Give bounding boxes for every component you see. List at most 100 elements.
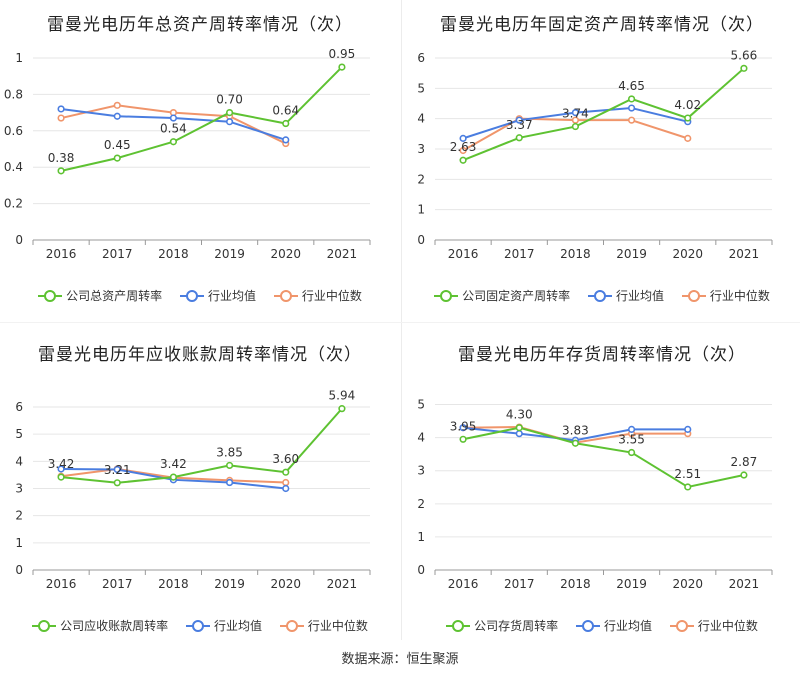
receivables-turnover-chart: 雷曼光电历年应收账款周转率情况（次） 0 1 2 3 4 5 6 2016 2017 2018 20… (0, 330, 400, 660)
x-tick-label: 2020 (270, 247, 301, 261)
median-point (282, 478, 290, 487)
avg-point (515, 116, 523, 124)
y-tick-label: 6 (15, 400, 23, 414)
data-label: 3.95 (450, 419, 477, 433)
total-asset-turnover-chart: 雷曼光电历年总资产周转率情况（次） 0 0.2 0.4 0.6 0.8 1 2016 2017… (0, 0, 400, 330)
avg-point (459, 424, 467, 432)
chart-legend: 公司存货周转率 行业均值 行业中位数 (402, 617, 800, 635)
x-tick-label: 2017 (102, 247, 133, 261)
avg-point (627, 425, 636, 433)
chart-plot: 0 0.2 0.4 0.6 0.8 1 2016 2017 2018 2019 2020 2021 0.… (4, 47, 371, 261)
company-series-line (60, 66, 343, 172)
x-tick-label: 2016 (448, 577, 479, 591)
y-tick-label: 0 (417, 233, 425, 247)
x-tick-label: 2018 (158, 247, 189, 261)
median-point (684, 134, 692, 142)
legend-median[interactable]: 行业中位数 (669, 617, 758, 634)
company-point (740, 471, 748, 479)
data-label: 0.70 (216, 93, 243, 107)
legend-company[interactable]: 公司存货周转率 (446, 617, 558, 634)
x-tick-label: 2017 (504, 577, 535, 591)
avg-point (225, 118, 234, 126)
legend-median[interactable]: 行业中位数 (279, 617, 368, 634)
inventory-turnover-chart: 雷曼光电历年存货周转率情况（次） 0 1 2 3 4 5 2016 2017 2018 2019 2… (402, 330, 800, 660)
data-label: 3.55 (618, 433, 645, 447)
legend-avg[interactable]: 行业均值 (575, 617, 652, 634)
legend-company-label: 公司固定资产周转率 (462, 289, 571, 303)
y-tick-label: 0.4 (4, 160, 23, 174)
data-label: 3.37 (506, 118, 533, 132)
legend-company[interactable]: 公司应收账款周转率 (32, 617, 168, 634)
legend-median[interactable]: 行业中位数 (273, 287, 362, 304)
legend-avg-label: 行业均值 (603, 619, 652, 633)
company-series-line (462, 67, 745, 162)
x-tick-label: 2016 (46, 577, 77, 591)
chart-title: 雷曼光电历年存货周转率情况（次） (458, 345, 746, 365)
legend-company[interactable]: 公司总资产周转率 (38, 287, 162, 304)
x-tick-label: 2016 (46, 247, 77, 261)
x-tick-label: 2020 (270, 577, 301, 591)
data-label: 5.66 (731, 48, 758, 62)
data-label: 3.83 (562, 423, 589, 437)
y-tick-label: 4 (417, 431, 425, 445)
avg-point (169, 114, 178, 122)
company-point (225, 461, 234, 470)
avg-point (113, 465, 121, 474)
data-label: 4.30 (506, 408, 533, 422)
data-label: 0.64 (272, 104, 299, 118)
y-tick-label: 5 (15, 427, 23, 441)
company-point (57, 167, 65, 175)
avg-point (627, 104, 636, 112)
x-tick-label: 2016 (448, 247, 479, 261)
company-point (169, 138, 178, 146)
company-point (169, 473, 178, 481)
legend-avg[interactable]: 行业均值 (179, 287, 256, 304)
x-tick-label: 2019 (616, 577, 647, 591)
company-point (225, 108, 234, 117)
x-tick-label: 2019 (616, 247, 647, 261)
company-point (571, 122, 580, 131)
company-point (282, 119, 290, 128)
data-label: 0.95 (329, 47, 356, 61)
avg-point (225, 478, 234, 487)
x-tick-label: 2021 (729, 247, 760, 261)
chart-plot: 0 1 2 3 4 5 6 2016 2017 2018 2019 2020 2021 2.63 3.37 3… (417, 48, 773, 261)
legend-median[interactable]: 行业中位数 (681, 287, 770, 304)
chart-title: 雷曼光电历年应收账款周转率情况（次） (38, 345, 362, 365)
legend-company-label: 公司存货周转率 (474, 619, 559, 633)
legend-avg[interactable]: 行业均值 (185, 617, 262, 634)
avg-point (684, 425, 692, 433)
legend-median-label: 行业中位数 (697, 619, 758, 633)
x-tick-label: 2018 (158, 577, 189, 591)
company-series-line (462, 426, 745, 489)
y-tick-label: 3 (15, 482, 23, 496)
avg-point (459, 134, 467, 142)
company-point (515, 424, 523, 432)
legend-avg[interactable]: 行业均值 (587, 287, 664, 304)
company-series-line (60, 407, 343, 484)
x-tick-label: 2021 (327, 577, 358, 591)
median-point (459, 146, 467, 155)
y-tick-label: 5 (417, 398, 425, 412)
chart-plot: 0 1 2 3 4 5 6 2016 2017 2018 2019 2020 2021 3.42 3.21 3… (15, 389, 371, 591)
legend-median-label: 行业中位数 (301, 289, 362, 303)
data-label: 3.85 (216, 445, 243, 459)
data-label: 2.51 (674, 467, 701, 481)
legend-company[interactable]: 公司固定资产周转率 (434, 287, 570, 304)
x-tick-label: 2020 (672, 247, 703, 261)
chart-plot: 0 1 2 3 4 5 2016 2017 2018 2019 2020 2021 3.95 4.30 3.… (417, 398, 773, 591)
avg-point (515, 430, 523, 438)
median-point (113, 101, 121, 109)
y-tick-label: 1 (417, 203, 425, 217)
company-point (338, 405, 346, 413)
x-tick-label: 2021 (327, 247, 358, 261)
data-label: 3.42 (48, 457, 75, 471)
chart-title: 雷曼光电历年固定资产周转率情况（次） (440, 15, 764, 35)
y-tick-label: 0.6 (4, 124, 23, 138)
company-point (113, 479, 121, 487)
legend-avg-label: 行业均值 (615, 289, 664, 303)
y-tick-label: 5 (417, 81, 425, 95)
company-point (282, 468, 290, 476)
data-source-note: 数据来源：恒生聚源 (341, 652, 459, 667)
median-point (57, 114, 65, 122)
